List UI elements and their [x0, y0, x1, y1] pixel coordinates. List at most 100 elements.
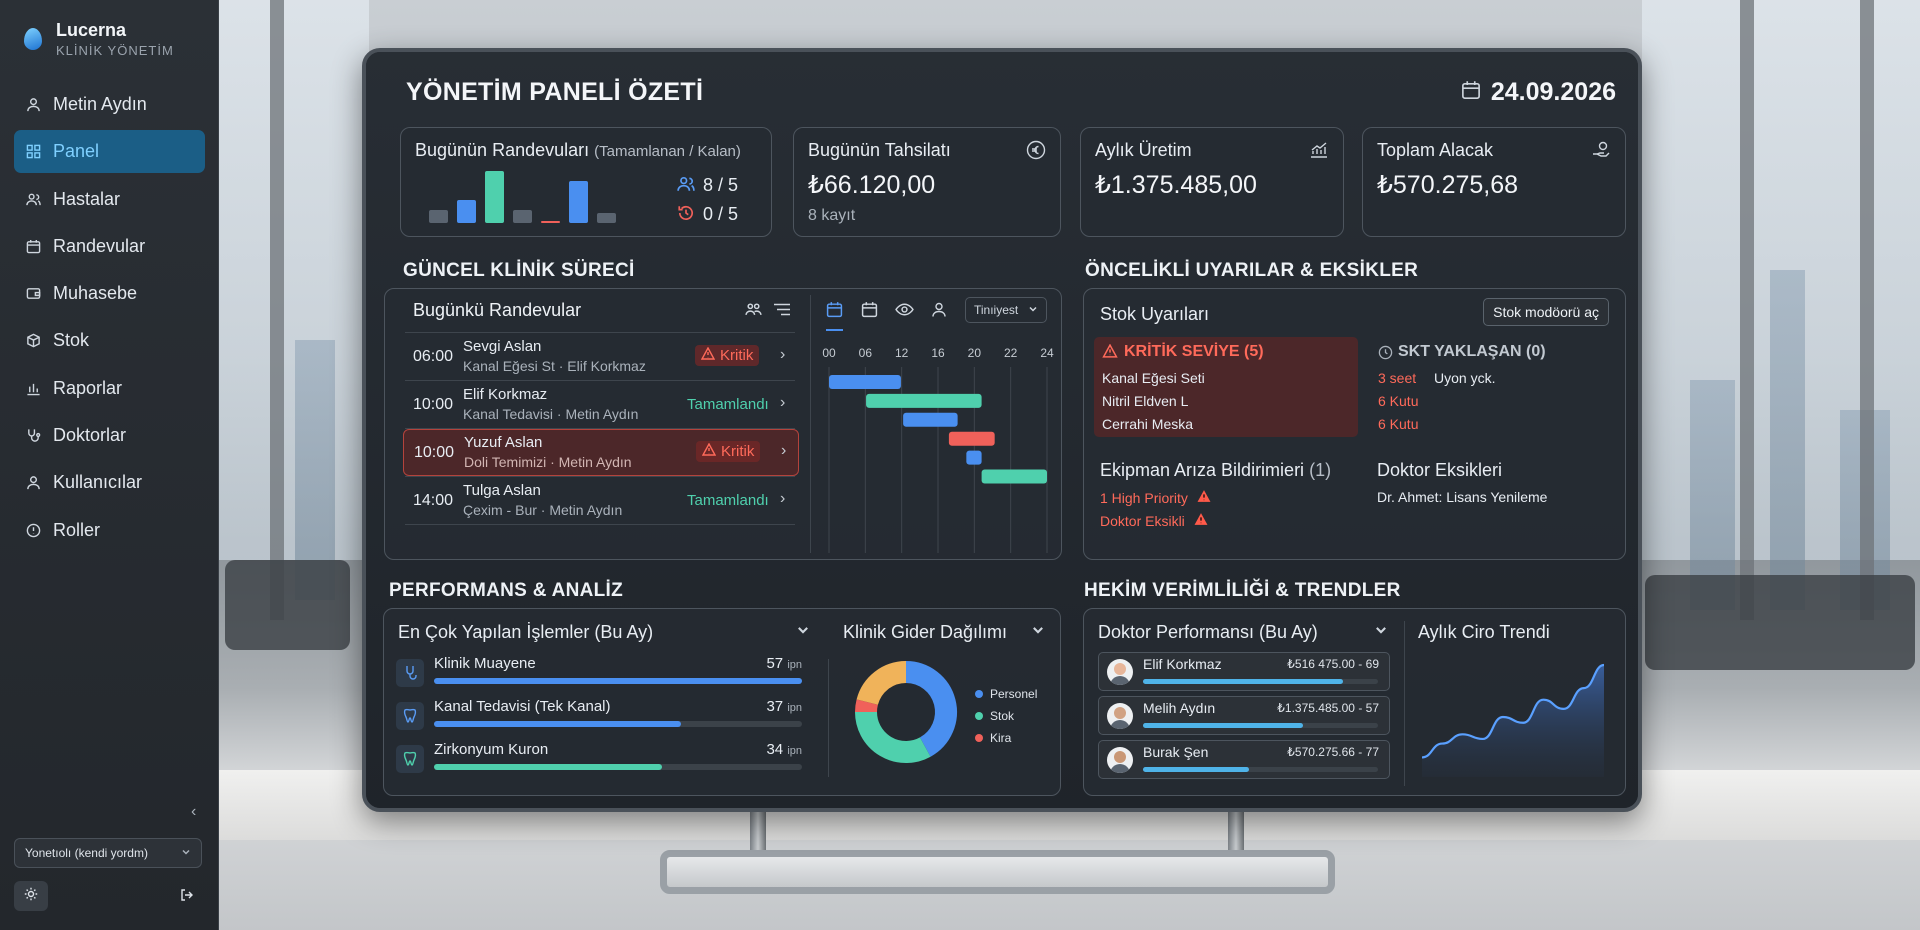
users-icon: [26, 475, 41, 490]
status-text: Tamamlandı: [687, 396, 769, 413]
timeline-bar[interactable]: [981, 469, 1047, 484]
person-icon[interactable]: [931, 301, 947, 323]
patients-icon: [26, 192, 41, 207]
donut-slice[interactable]: [905, 661, 957, 757]
kpi-production-card[interactable]: Aylık Üretim ₺1.375.485,00: [1080, 127, 1344, 237]
monitor-base: [660, 850, 1335, 894]
mini-bar: [457, 199, 476, 223]
legend-label: Kira: [990, 731, 1012, 745]
status-text: Kritik: [720, 347, 754, 364]
donut-slice[interactable]: [855, 711, 931, 763]
mini-bar: [485, 171, 504, 223]
sidebar-item-panel[interactable]: Panel: [14, 130, 205, 174]
clock-icon: [1378, 345, 1393, 365]
appointment-row[interactable]: 10:00 Elif Korkmaz Kanal Tedavisi · Meti…: [405, 381, 795, 428]
theme-toggle-button[interactable]: [14, 881, 48, 911]
filter-icon[interactable]: [773, 301, 791, 323]
doctor-value: ₺516 475.00 - 69: [1287, 657, 1379, 671]
chevron-down-icon[interactable]: [1031, 623, 1045, 642]
sidebar-item-reports[interactable]: Raporlar: [14, 367, 205, 410]
role-select[interactable]: Yonetıolı (kendi yordm): [14, 838, 202, 868]
timeline-bar[interactable]: [948, 431, 995, 446]
kpi-receivable-card[interactable]: Toplam Alacak ₺570.275,68: [1362, 127, 1626, 237]
kpi-appointments-card[interactable]: Bugünün Randevuları (Tamamlanan / Kalan)…: [400, 127, 772, 237]
procedure-count: 34 ipn: [766, 741, 802, 758]
sidebar-item-appointments[interactable]: Randevular: [14, 225, 205, 268]
sidebar-item-accounting[interactable]: Muhasebe: [14, 272, 205, 315]
sidebar-item-patients[interactable]: Hastalar: [14, 178, 205, 221]
chevron-right-icon[interactable]: ›: [781, 442, 787, 459]
warning-icon: [1102, 343, 1118, 363]
users-icon: [677, 175, 695, 198]
kpi-collection-card[interactable]: Bugünün Tahsilatı ₺66.120,00 8 kayıt: [793, 127, 1061, 237]
doctor-bar-track: [1143, 767, 1378, 772]
procedure-name: Kanal Tedavisi (Tek Kanal): [434, 698, 611, 715]
expense-donut-chart: [855, 661, 957, 763]
timeline-filter-select[interactable]: Tinıiyest: [965, 297, 1047, 323]
kpi-title: Bugünün Tahsilatı: [808, 140, 951, 160]
divider: [405, 476, 795, 477]
procedure-row[interactable]: Kanal Tedavisi (Tek Kanal) 37 ipn: [396, 698, 816, 738]
status-text: Kritik: [721, 443, 755, 460]
procedure-count: 37 ipn: [766, 698, 802, 715]
logout-button[interactable]: [176, 886, 198, 908]
sidebar-item-profile[interactable]: Metin Aydın: [14, 83, 205, 126]
group-users-icon[interactable]: [745, 301, 762, 323]
doctor-row[interactable]: Melih Aydın ₺1.375.485.00 - 57: [1098, 696, 1390, 735]
timeline-bar[interactable]: [829, 375, 901, 389]
current-date: 24.09.2026: [1490, 78, 1616, 106]
sidebar-item-stock[interactable]: Stok: [14, 319, 205, 362]
doctor-performance-list: Elif Korkmaz ₺516 475.00 - 69 Melih Aydı…: [1098, 652, 1398, 782]
warning-icon: [700, 346, 716, 364]
critical-level-title: KRİTİK SEVİYE (5): [1124, 343, 1264, 360]
procedures-title: En Çok Yapılan İşlemler (Bu Ay): [398, 622, 654, 642]
sidebar-item-doctors[interactable]: Doktorlar: [14, 414, 205, 457]
appointment-row[interactable]: 14:00 Tulga Aslan Çexim - Bur · Metin Ay…: [405, 477, 795, 524]
procedure-row[interactable]: Zirkonyum Kuron 34 ipn: [396, 741, 816, 781]
eye-icon[interactable]: [895, 301, 914, 323]
sidebar-item-label: Metin Aydın: [53, 94, 147, 114]
doctor-row[interactable]: Elif Korkmaz ₺516 475.00 - 69: [1098, 652, 1390, 691]
stock-module-button[interactable]: Stok modöorü aç: [1483, 298, 1609, 326]
status-badge: Kritik: [696, 441, 761, 462]
expiry-qty: 3 seet: [1378, 370, 1417, 386]
kpi-value: ₺570.275,68: [1377, 171, 1519, 199]
legend-item: Stok: [975, 705, 1055, 727]
procedure-row[interactable]: Klinik Muayene 57 ipn: [396, 655, 816, 695]
date-display: 24.09.2026: [1461, 78, 1616, 107]
timeline-bar[interactable]: [966, 450, 982, 465]
appointment-row[interactable]: 06:00 Sevgi Aslan Kanal Eğesi St · Elif …: [405, 333, 795, 380]
doctor-name: Burak Şen: [1143, 744, 1209, 760]
chevron-down-icon: [1028, 303, 1038, 317]
mini-bar: [569, 181, 588, 223]
mini-bar: [513, 210, 532, 223]
chevron-right-icon[interactable]: ›: [780, 346, 786, 363]
sidebar-item-roles[interactable]: Roller: [14, 509, 205, 552]
sidebar-nav: Metin Aydın Panel Hastalar Randevular Mu…: [14, 83, 205, 556]
calendar-day-view-icon[interactable]: [826, 301, 843, 331]
timeline-bar[interactable]: [903, 412, 958, 427]
chevron-right-icon[interactable]: ›: [780, 394, 786, 411]
mini-bar: [597, 212, 616, 223]
brand[interactable]: Lucerna KLİNİK YÖNETİM: [24, 20, 174, 58]
collapse-sidebar-button[interactable]: ‹: [191, 803, 197, 820]
calendar-icon: [26, 239, 41, 254]
timeline-hour-label: 12: [895, 346, 909, 360]
appointment-row[interactable]: 10:00 Yuzuf Aslan Doli Temimizi · Metin …: [403, 429, 799, 476]
tooth-icon: [396, 702, 424, 730]
doctor-row[interactable]: Burak Şen ₺570.275.66 - 77: [1098, 740, 1390, 779]
doctor-value: ₺570.275.66 - 77: [1287, 745, 1379, 759]
donut-slice[interactable]: [856, 661, 907, 706]
logout-icon: [180, 888, 194, 907]
revenue-trend-title: Aylık Ciro Trendi: [1418, 622, 1550, 642]
equipment-item: Doktor Eksikli: [1100, 512, 1209, 529]
wallet-icon: [26, 286, 41, 301]
timeline-bar[interactable]: [866, 393, 982, 408]
sidebar-item-users[interactable]: Kullanıcılar: [14, 461, 205, 504]
chevron-down-icon[interactable]: [1374, 623, 1388, 642]
sun-icon: [24, 887, 38, 906]
donut-slice[interactable]: [855, 699, 878, 713]
chevron-down-icon[interactable]: [796, 623, 810, 642]
calendar-week-view-icon[interactable]: [861, 301, 878, 323]
chevron-right-icon[interactable]: ›: [780, 490, 786, 507]
